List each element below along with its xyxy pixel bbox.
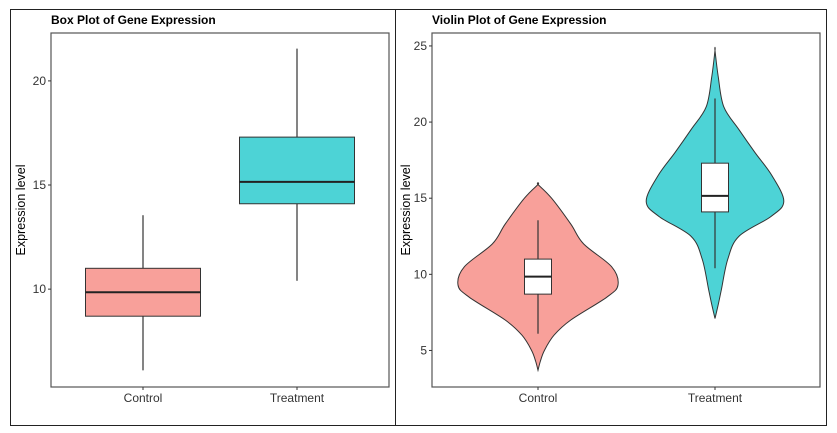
box-plot-title: Box Plot of Gene Expression xyxy=(51,13,216,27)
box-treatment xyxy=(701,162,729,213)
y-tick-label: 15 xyxy=(33,178,47,192)
y-tick-label: 20 xyxy=(414,115,428,129)
right-frame xyxy=(395,9,827,426)
y-tick-label: 25 xyxy=(414,39,428,53)
y-tick-label: 10 xyxy=(33,282,47,296)
x-tick-label: Treatment xyxy=(270,391,325,405)
box-treatment xyxy=(239,136,355,205)
panel-border xyxy=(431,32,821,388)
violin-plot-title: Violin Plot of Gene Expression xyxy=(432,13,606,27)
y-tick-label: 10 xyxy=(414,267,428,281)
panel-border xyxy=(50,32,390,388)
violin-plot-panel: 5 10 15 20 25 Control Treatment xyxy=(414,32,821,405)
y-tick-label: 20 xyxy=(33,74,47,88)
x-tick-label: Control xyxy=(124,391,163,405)
y-tick-label: 15 xyxy=(414,191,428,205)
violin-y-axis-label: Expression level xyxy=(399,164,413,255)
left-frame xyxy=(10,9,396,426)
box-y-axis-label: Expression level xyxy=(14,164,28,255)
x-tick-label: Control xyxy=(519,391,558,405)
x-tick-label: Treatment xyxy=(688,391,743,405)
y-tick-label: 5 xyxy=(420,343,427,357)
box-plot-panel: 10 15 20 Control Treatment xyxy=(33,32,390,405)
